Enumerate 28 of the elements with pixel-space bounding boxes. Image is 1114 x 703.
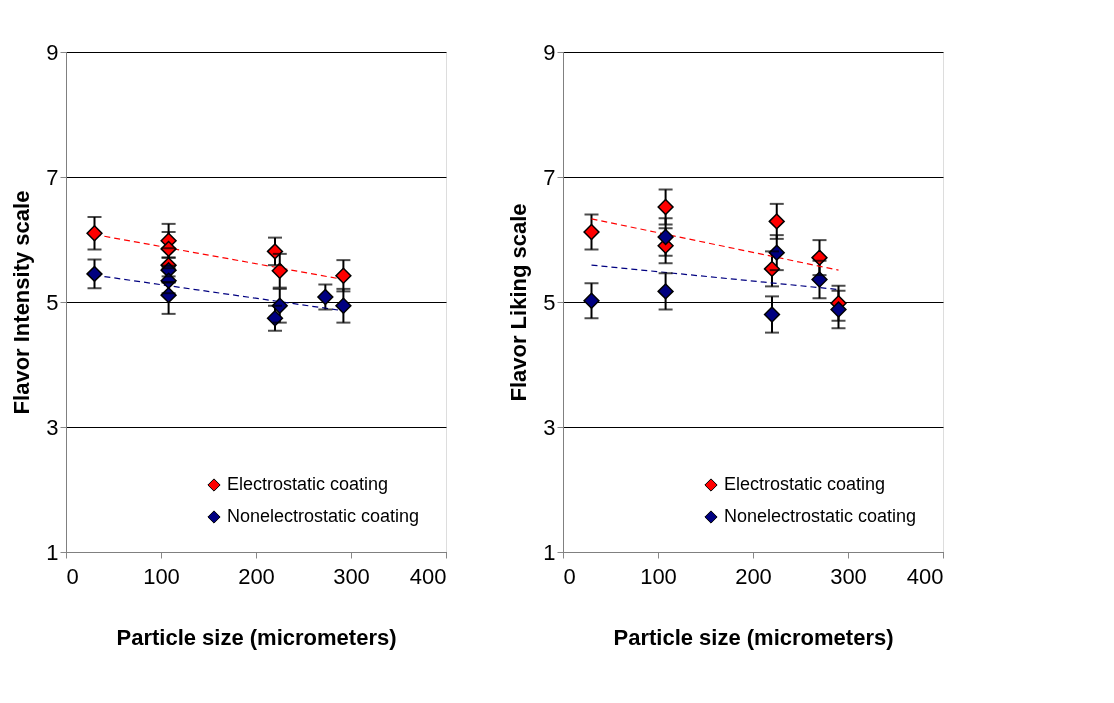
x-tick-label: 100 (640, 563, 677, 589)
legend-label: Electrostatic coating (227, 474, 389, 494)
legend-label: Nonelectrostatic coating (724, 506, 917, 526)
x-tick-label: 400 (906, 563, 944, 589)
y-tick-label: 3 (46, 414, 59, 440)
x-tick-label: 100 (143, 563, 180, 589)
y-tick-label: 7 (543, 164, 556, 190)
y-tick-label: 7 (46, 164, 59, 190)
y-tick-label: 9 (46, 39, 59, 65)
x-tick-label: 300 (830, 563, 867, 589)
legend-label: Electrostatic coating (724, 474, 886, 494)
x-tick-label: 300 (333, 563, 370, 589)
y-tick-label: 3 (543, 414, 556, 440)
y-tick-label: 9 (543, 39, 556, 65)
x-axis-title: Particle size (micrometers) (613, 624, 894, 650)
x-tick-label: 0 (66, 563, 79, 589)
x-tick-label: 0 (563, 563, 576, 589)
x-tick-label: 400 (409, 563, 447, 589)
x-axis-title: Particle size (micrometers) (116, 624, 397, 650)
legend-label: Nonelectrostatic coating (227, 506, 420, 526)
y-axis-title: Flavor Liking scale (506, 203, 532, 402)
y-tick-label: 5 (543, 289, 556, 315)
x-tick-label: 200 (735, 563, 772, 589)
y-axis-title: Flavor Intensity scale (9, 190, 35, 415)
y-tick-label: 1 (543, 539, 556, 565)
y-tick-label: 1 (46, 539, 59, 565)
y-tick-label: 5 (46, 289, 59, 315)
x-tick-label: 200 (238, 563, 275, 589)
